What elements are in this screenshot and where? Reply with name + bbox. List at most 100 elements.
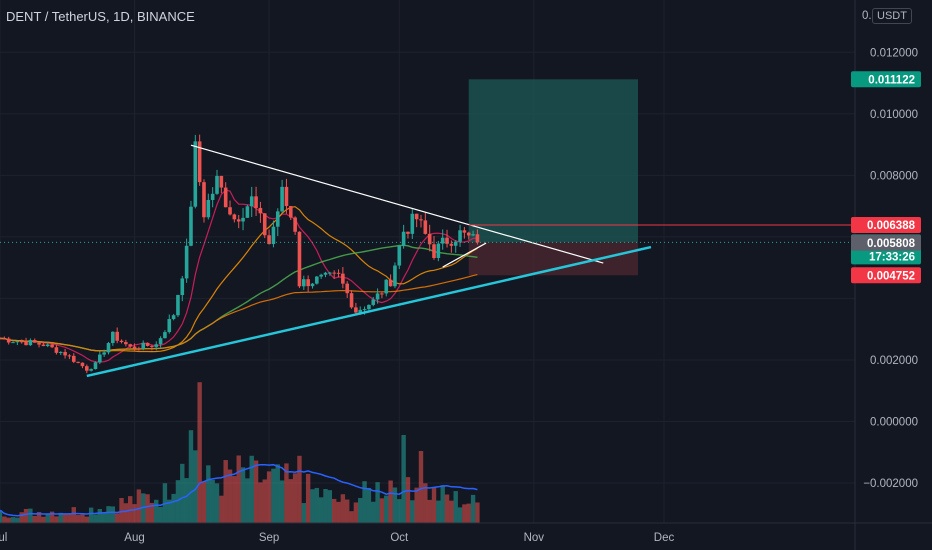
candle-body xyxy=(236,219,241,222)
volume-bar xyxy=(167,499,172,523)
volume-bar xyxy=(431,487,437,523)
volume-bar xyxy=(444,494,450,523)
volume-bar xyxy=(245,478,250,523)
candle-body xyxy=(271,226,276,245)
candle-body xyxy=(119,340,124,343)
grid xyxy=(0,0,855,523)
candle-body xyxy=(432,244,436,258)
volume-bar xyxy=(314,487,320,523)
candle-body xyxy=(245,206,250,218)
volume-bar xyxy=(323,488,328,523)
volume-bar xyxy=(110,506,116,523)
volume-bar xyxy=(401,435,406,523)
volume-bar xyxy=(353,502,359,523)
volume-bar xyxy=(214,483,220,523)
price-lines xyxy=(0,224,855,243)
candle-body xyxy=(98,354,102,363)
candle-body xyxy=(475,234,480,243)
candle-body xyxy=(50,344,54,348)
volume-bar xyxy=(145,494,150,523)
volume-bar xyxy=(470,494,476,523)
volume-bars xyxy=(0,382,480,523)
candle-body xyxy=(150,345,154,347)
candle-body xyxy=(171,315,176,320)
candle-body xyxy=(345,283,350,294)
candle-body xyxy=(349,293,354,308)
trendlines[interactable] xyxy=(86,144,652,378)
volume-bar xyxy=(23,508,29,523)
candle-body xyxy=(67,355,72,357)
candle-body xyxy=(37,342,41,345)
volume-bar xyxy=(15,517,20,523)
candle-body xyxy=(341,273,345,284)
volume-bar xyxy=(336,501,341,523)
price-tick-label: 0.012000 xyxy=(870,47,918,59)
candle-body xyxy=(106,343,111,353)
trendline-upper xyxy=(190,144,604,264)
volume-bar xyxy=(62,514,68,523)
volume-bar xyxy=(210,479,215,523)
volume-bar xyxy=(97,509,103,523)
time-tick-label: Jul xyxy=(0,532,7,544)
volume-bar xyxy=(375,482,380,523)
candle-body xyxy=(141,342,146,349)
volume-bar xyxy=(327,490,333,523)
candle-body xyxy=(128,344,133,347)
candle-body xyxy=(284,186,289,207)
volume-bar xyxy=(423,483,428,523)
candle-body xyxy=(76,361,80,363)
candle-body xyxy=(167,319,172,333)
candle-body xyxy=(193,141,198,207)
volume-bar xyxy=(184,478,189,523)
candle-body xyxy=(19,341,24,343)
volume-bar xyxy=(32,515,37,523)
candle-body xyxy=(397,245,402,266)
volume-bar xyxy=(410,500,415,523)
volume-bar xyxy=(141,493,146,523)
candle-body xyxy=(32,340,37,343)
currency-unit-badge[interactable]: USDT xyxy=(872,8,912,24)
volume-bar xyxy=(171,493,176,523)
candle-body xyxy=(328,272,332,274)
volume-bar xyxy=(123,503,129,523)
volume-bar xyxy=(41,516,46,523)
volume-bar xyxy=(101,513,107,523)
volume-bar xyxy=(462,504,467,523)
time-tick-label: Dec xyxy=(654,532,675,544)
price-label-box xyxy=(851,71,921,88)
volume-bar xyxy=(223,460,228,523)
volume-bar xyxy=(362,481,367,523)
volume-bar xyxy=(418,451,424,523)
candle-body xyxy=(419,219,423,221)
candle-body xyxy=(89,369,93,371)
candle-body xyxy=(184,245,189,279)
countdown-label-text: 17:33:26 xyxy=(869,251,915,263)
candle-body xyxy=(102,352,106,355)
volume-bar xyxy=(453,491,458,523)
volume-bar xyxy=(36,512,42,523)
volume-bar xyxy=(54,516,59,523)
candle-body xyxy=(45,344,50,347)
volume-bar xyxy=(427,499,432,523)
candle-body xyxy=(202,182,206,218)
candle-body xyxy=(54,347,59,353)
candle-body xyxy=(137,348,141,350)
candle-body xyxy=(471,234,475,236)
volume-bar xyxy=(75,515,81,523)
candle-body xyxy=(401,231,406,246)
candle-body xyxy=(288,206,293,218)
candle-body xyxy=(219,175,224,188)
volume-bar xyxy=(93,514,98,523)
volume-bar xyxy=(275,464,280,523)
volume-bar xyxy=(197,382,202,523)
volume-bar xyxy=(449,500,454,523)
price-tick-label: 0.002000 xyxy=(870,355,918,367)
volume-bar xyxy=(201,481,207,523)
target-zone xyxy=(468,79,638,243)
volume-bar xyxy=(405,477,411,523)
volume-bar xyxy=(132,504,137,523)
time-axis[interactable]: Jul Aug Sep Oct Nov Dec xyxy=(0,522,932,544)
volume-bar xyxy=(232,476,237,523)
volume-bar xyxy=(10,517,16,523)
